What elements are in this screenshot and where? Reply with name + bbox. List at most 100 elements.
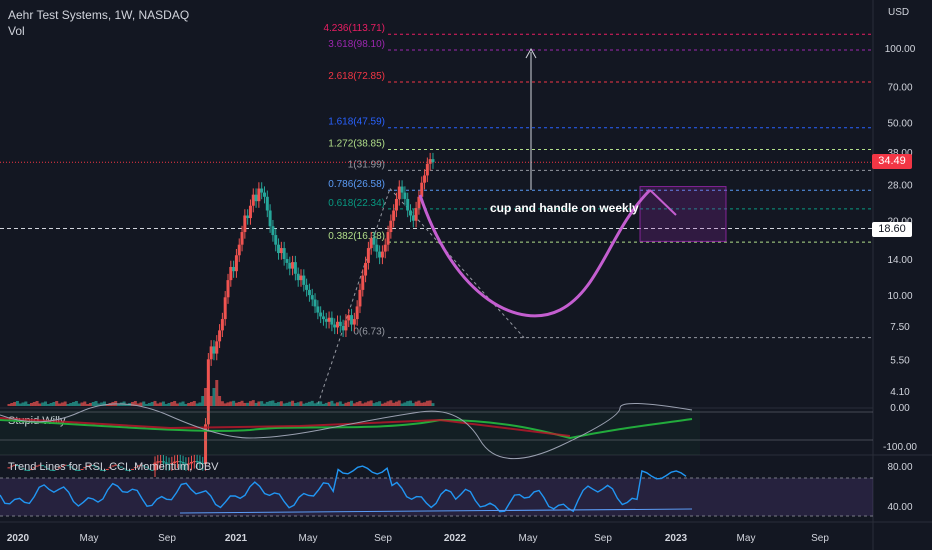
candle (366, 248, 370, 263)
candle (355, 306, 359, 320)
volume-bar (263, 403, 266, 406)
volume-bar (74, 400, 78, 406)
candle (240, 232, 244, 245)
candle (201, 463, 205, 465)
volume-bar (229, 401, 233, 406)
fib-level-label: 2.618(72.85) (328, 71, 385, 82)
candle (307, 289, 311, 296)
candle (277, 244, 281, 254)
candle (409, 210, 412, 216)
candle (296, 273, 300, 281)
candle (223, 297, 227, 320)
volume-bar (251, 400, 255, 406)
volume-bar (156, 403, 160, 406)
level-price-tag: 18.60 (872, 222, 912, 237)
volume-bar (195, 403, 199, 406)
volume-bar (7, 403, 11, 406)
volume-bar (223, 403, 227, 406)
volume-bar (63, 401, 67, 406)
y-tick-label: 70.00 (887, 82, 912, 93)
volume-bar (35, 400, 39, 406)
candle (411, 215, 415, 221)
volume-bar (406, 401, 410, 406)
chart-symbol-title[interactable]: Aehr Test Systems, 1W, NASDAQ (8, 8, 190, 22)
volume-bar (271, 400, 275, 406)
candle (108, 467, 112, 469)
volume-bar (46, 403, 50, 406)
x-tick-label: 2022 (444, 533, 467, 544)
volume-bar (15, 400, 19, 406)
candle (260, 188, 264, 193)
candle (131, 468, 135, 470)
candle (206, 359, 210, 425)
volume-bar (190, 401, 193, 406)
volume-bar (243, 402, 247, 406)
y-tick-label: 5.50 (890, 355, 910, 366)
volume-bar (316, 402, 320, 406)
candle (46, 468, 50, 470)
volume-bar (274, 402, 278, 406)
volume-bar (192, 400, 196, 406)
y-tick-label: 50.00 (887, 118, 912, 129)
candle (60, 465, 64, 467)
candle (358, 289, 362, 307)
candle (324, 319, 328, 322)
willy-oscillator-line (0, 402, 693, 459)
volume-bar (389, 400, 393, 406)
volume-bar (425, 400, 429, 406)
volume-bar (38, 403, 42, 406)
volume-bar (265, 401, 269, 406)
x-tick-label: Sep (811, 533, 829, 544)
candle (100, 469, 104, 471)
last-price-tag: 34.49 (872, 154, 912, 169)
volume-bar (417, 400, 421, 406)
volume-bar (431, 403, 435, 406)
volume-bar (341, 403, 345, 406)
volume-bar (305, 402, 309, 406)
volume-bar (285, 402, 289, 406)
candle (347, 315, 351, 321)
volume-bar (80, 402, 84, 406)
volume-bar (24, 401, 28, 406)
candle (397, 186, 401, 199)
candle (15, 465, 19, 467)
candle (361, 275, 365, 290)
candle (285, 259, 289, 263)
candle (195, 461, 199, 463)
rsi-tick-label: 40.00 (887, 502, 912, 513)
candle (117, 465, 120, 467)
x-tick-label: May (519, 533, 538, 544)
candle (389, 220, 393, 233)
x-tick-label: 2021 (225, 533, 248, 544)
candle (394, 198, 398, 211)
volume-bar (94, 400, 98, 406)
volume-bar (13, 401, 17, 406)
candle (122, 468, 126, 470)
volume-bar (310, 400, 314, 406)
volume-bar (167, 402, 171, 406)
volume-bar (375, 402, 379, 406)
volume-bar (139, 402, 143, 406)
candle (125, 469, 129, 471)
volume-bar (364, 402, 368, 406)
fib-level-label: 1.618(47.59) (328, 117, 385, 128)
volume-bar (232, 400, 236, 406)
volume-bar (66, 403, 70, 406)
candle (178, 461, 182, 463)
candle (77, 470, 81, 472)
candle (136, 465, 140, 467)
candle (234, 255, 238, 272)
volume-bar (355, 402, 359, 406)
candle (380, 251, 384, 258)
candle (372, 238, 376, 245)
volume-bar (411, 403, 415, 406)
y-tick-label: 100.00 (885, 44, 916, 55)
candle (265, 196, 269, 211)
volume-bar (336, 402, 339, 406)
volume-bar (29, 402, 33, 406)
candle (83, 467, 87, 469)
volume-bar (372, 403, 376, 406)
volume-bar (299, 401, 303, 406)
candle (13, 464, 17, 466)
